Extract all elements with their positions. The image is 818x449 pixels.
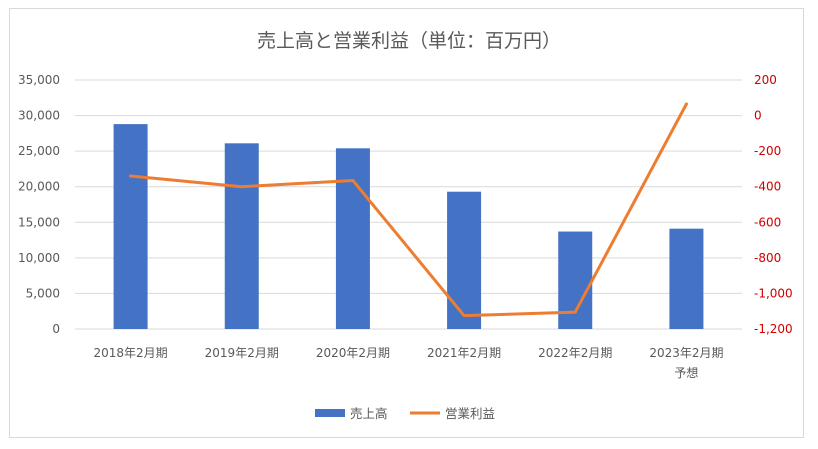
right-tick-label: 200 xyxy=(754,73,777,87)
sales-bars xyxy=(113,124,704,329)
profit-point xyxy=(573,310,577,314)
profit-line xyxy=(129,102,688,318)
profit-point xyxy=(240,185,244,189)
sales-bar xyxy=(113,124,148,329)
sales-bar xyxy=(224,143,259,329)
profit-point xyxy=(129,174,133,178)
left-tick-label: 5,000 xyxy=(26,286,60,300)
right-tick-label: 0 xyxy=(754,109,762,123)
category-label: 2019年2月期 xyxy=(205,346,279,360)
profit-point xyxy=(351,178,355,182)
legend-label-profit: 営業利益 xyxy=(445,406,495,421)
left-axis-ticks: 0 5,000 10,000 15,000 20,000 25,000 30,000 35,0… xyxy=(18,73,60,336)
category-label: 2022年2月期 xyxy=(538,346,612,360)
profit-point xyxy=(684,102,688,106)
category-label: 2023年2月期 xyxy=(649,346,723,360)
legend-swatch-sales xyxy=(315,409,345,417)
legend-label-sales: 売上高 xyxy=(350,406,388,421)
gridlines xyxy=(75,79,742,330)
sales-bar xyxy=(558,231,593,329)
left-tick-label: 0 xyxy=(52,322,60,336)
right-tick-label: -200 xyxy=(754,144,781,158)
right-tick-label: -600 xyxy=(754,215,781,229)
sales-bar xyxy=(669,228,704,329)
chart-title: 売上高と営業利益（単位：百万円） xyxy=(257,30,561,52)
right-tick-label: -400 xyxy=(754,180,781,194)
category-labels: 2018年2月期 2019年2月期 2020年2月期 2021年2月期 2022年2月期… xyxy=(93,346,723,380)
profit-point xyxy=(462,314,466,318)
left-tick-label: 20,000 xyxy=(18,180,60,194)
right-tick-label: -1,200 xyxy=(754,322,793,336)
right-axis-ticks: -1,200 -1,000 -800 -600 -400 -200 0 200 xyxy=(754,73,793,336)
legend: 売上高 営業利益 xyxy=(315,406,495,421)
left-tick-label: 25,000 xyxy=(18,144,60,158)
left-tick-label: 35,000 xyxy=(18,73,60,87)
sales-bar xyxy=(335,148,370,329)
left-tick-label: 15,000 xyxy=(18,215,60,229)
category-label: 2018年2月期 xyxy=(93,346,167,360)
profit-line-path xyxy=(129,102,688,318)
category-label: 2021年2月期 xyxy=(427,346,501,360)
sales-bar xyxy=(447,191,482,329)
left-tick-label: 10,000 xyxy=(18,251,60,265)
left-tick-label: 30,000 xyxy=(18,109,60,123)
right-tick-label: -800 xyxy=(754,251,781,265)
right-tick-label: -1,000 xyxy=(754,286,793,300)
category-label: 予想 xyxy=(674,365,698,380)
category-label: 2020年2月期 xyxy=(316,346,390,360)
